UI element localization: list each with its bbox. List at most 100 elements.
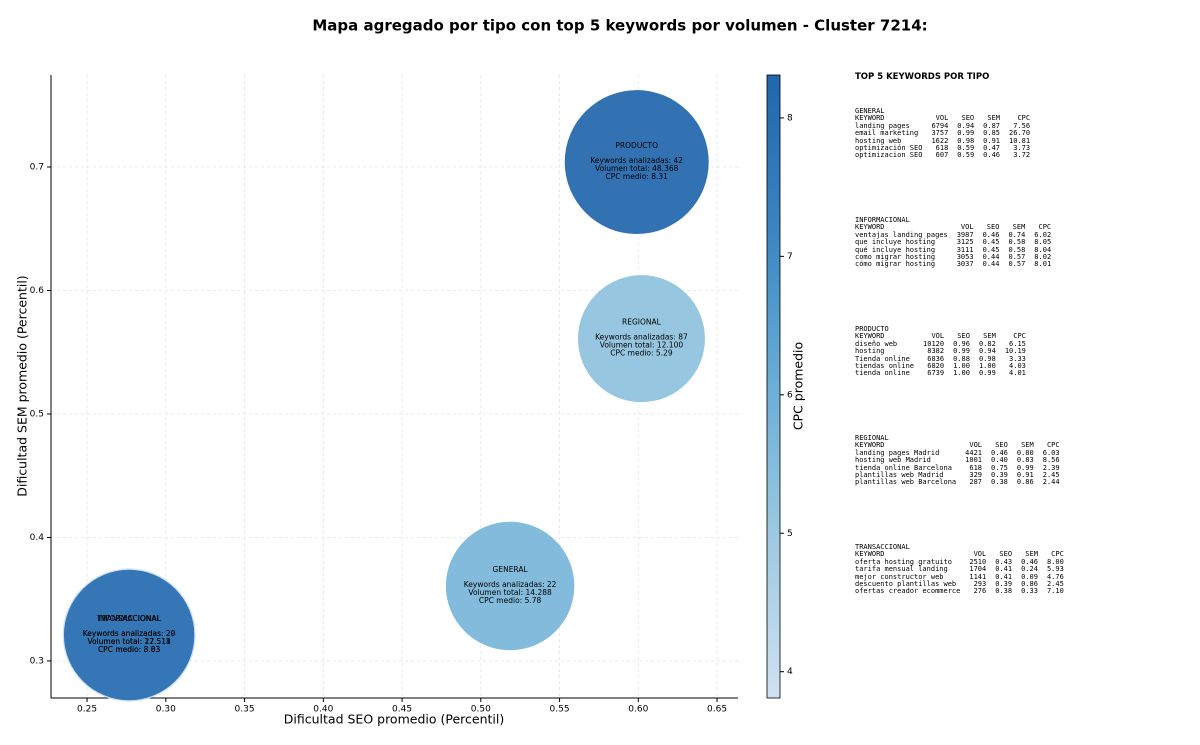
bubble-label: CPC medio: 3.83 — [98, 645, 161, 654]
cell: 0.98 — [957, 136, 975, 145]
column-header: VOL — [960, 223, 974, 232]
bubble — [63, 569, 195, 701]
cell: 0.98 — [978, 354, 996, 363]
cell: 0.44 — [982, 260, 1000, 269]
section-name: GENERAL — [855, 107, 885, 115]
keyword-table: INFORMACIONAL KEYWORD VOL SEO SEM CPC ventajas… — [855, 216, 1052, 269]
keyword-row: plantillas web Madrid 329 0.39 0.91 2.45 — [855, 471, 1060, 480]
cell: 0.59 — [957, 144, 975, 153]
cell: 0.99 — [978, 369, 996, 378]
cell: plantillas web Barcelona — [855, 478, 957, 487]
column-header: VOL — [931, 332, 945, 341]
cell: 0.57 — [1008, 260, 1026, 269]
column-header: CPC — [1013, 332, 1026, 341]
bubble-name: INFORMACIONAL — [98, 614, 162, 623]
cell: 0.74 — [1008, 230, 1026, 239]
cell: 618 — [969, 463, 983, 472]
panel-section: INFORMACIONAL KEYWORD VOL SEO SEM CPC ventajas… — [855, 216, 1064, 326]
cell: 8.04 — [1034, 245, 1052, 254]
bubble-label: CPC medio: 5.29 — [610, 349, 673, 358]
cell: 276 — [973, 587, 987, 596]
cell: 10.81 — [1009, 136, 1031, 145]
column-header: VOL — [973, 550, 987, 559]
cell: 3125 — [956, 238, 974, 247]
cell: 0.99 — [1016, 463, 1034, 472]
keyword-row: descuento plantillas web 293 0.39 0.86 2.45 — [855, 580, 1064, 589]
cell: descuento plantillas web — [855, 580, 957, 589]
bubble-label: Volumen total: 17.511 — [87, 637, 171, 646]
section-name: TRANSACCIONAL — [855, 543, 910, 551]
column-header: SEM — [987, 114, 1001, 123]
cell: 618 — [935, 144, 949, 153]
cell: 0.38 — [995, 587, 1013, 596]
bubble-label: Keywords analizadas: 22 — [464, 580, 557, 589]
cell: 0.46 — [1021, 557, 1038, 566]
cell: 3037 — [956, 260, 974, 269]
header-row: KEYWORD VOL SEO SEM CPC — [855, 114, 1030, 123]
keyword-row: email marketing 3757 0.99 0.85 26.70 — [855, 129, 1030, 138]
keyword-row: optimizacion SEO 607 0.59 0.46 3.72 — [855, 151, 1030, 160]
cell: tarifa mensual landing — [855, 565, 948, 574]
cell: optimización SEO — [855, 144, 923, 153]
column-header: KEYWORD — [855, 223, 885, 232]
keyword-row: hosting 8382 0.99 0.94 10.19 — [855, 347, 1026, 356]
cell: plantillas web Madrid — [855, 471, 944, 480]
cell: 6794 — [931, 121, 949, 130]
cell: 0.88 — [953, 354, 970, 363]
cell: 0.91 — [983, 136, 1001, 145]
cell: 3.73 — [1013, 144, 1031, 153]
cell: 0.46 — [982, 230, 1000, 239]
x-tick-label: 0.35 — [235, 705, 255, 715]
cell: 2510 — [969, 557, 987, 566]
cell: 8382 — [927, 347, 945, 356]
cell: 2.45 — [1046, 580, 1064, 589]
cell: 0.09 — [1021, 572, 1038, 581]
cell: 0.91 — [1016, 471, 1034, 480]
cell: 0.47 — [983, 144, 1001, 153]
cell: 3111 — [956, 245, 974, 254]
keyword-row: tiendas online 6820 1.00 1.00 4.03 — [855, 362, 1026, 371]
cell: 0.85 — [983, 129, 1001, 138]
cell: hosting web Madrid — [855, 456, 931, 465]
cell: 0.24 — [1021, 565, 1038, 574]
cell: 0.82 — [978, 339, 996, 348]
colorbar-tick-label: 7 — [787, 252, 793, 262]
cell: 6.02 — [1034, 230, 1052, 239]
bubble-label: Volumen total: 22.518 — [87, 637, 171, 646]
bubble-name: PRODUCTO — [615, 141, 658, 150]
cell: 0.45 — [982, 245, 1000, 254]
cell: 0.39 — [995, 580, 1013, 589]
x-tick-label: 0.55 — [550, 705, 570, 715]
cell: 8.02 — [1034, 253, 1052, 262]
keyword-row: tienda online Barcelona 618 0.75 0.99 2.39 — [855, 463, 1060, 472]
keyword-row: que incluye hosting 3125 0.45 0.58 8.05 — [855, 238, 1052, 247]
cell: 5.93 — [1046, 565, 1064, 574]
cell: 10.19 — [1004, 347, 1026, 356]
cell: 3053 — [956, 253, 974, 262]
bubble-label: Keywords analizadas: 20 — [83, 629, 176, 638]
cell: 4.76 — [1046, 572, 1064, 581]
cell: 1.00 — [953, 362, 970, 371]
cell: oferta hosting gratuito — [855, 557, 952, 566]
cell: 0.80 — [1016, 448, 1034, 457]
keyword-table: REGIONAL KEYWORD VOL SEO SEM CPC landing pages… — [855, 434, 1060, 487]
cell: 8.05 — [1034, 238, 1052, 247]
cell: 8.01 — [1034, 260, 1052, 269]
cell: ofertas creador ecommerce — [855, 587, 961, 596]
bubble-name: TRANSACCIONAL — [96, 614, 161, 623]
x-tick-label: 0.45 — [392, 705, 412, 715]
bubble-label: Keywords analizadas: 87 — [595, 333, 688, 342]
panel-section: GENERAL KEYWORD VOL SEO SEM CPC landing pages 6… — [855, 107, 1064, 217]
section-row: INFORMACIONAL — [855, 216, 1051, 224]
section-row: REGIONAL — [855, 434, 1060, 442]
cell: 607 — [935, 151, 949, 160]
x-tick-label: 0.25 — [77, 705, 97, 715]
cell: tienda online Barcelona — [855, 463, 952, 472]
keyword-row: diseño web 10120 0.96 0.82 6.15 — [855, 339, 1026, 348]
keyword-row: cómo migrar hosting 3037 0.44 0.57 8.01 — [855, 260, 1052, 269]
column-header: SEO — [999, 550, 1013, 559]
cell: hosting web — [855, 136, 902, 145]
bubble-label: Keywords analizadas: 29 — [83, 629, 176, 638]
cell: cómo migrar hosting — [855, 260, 936, 269]
